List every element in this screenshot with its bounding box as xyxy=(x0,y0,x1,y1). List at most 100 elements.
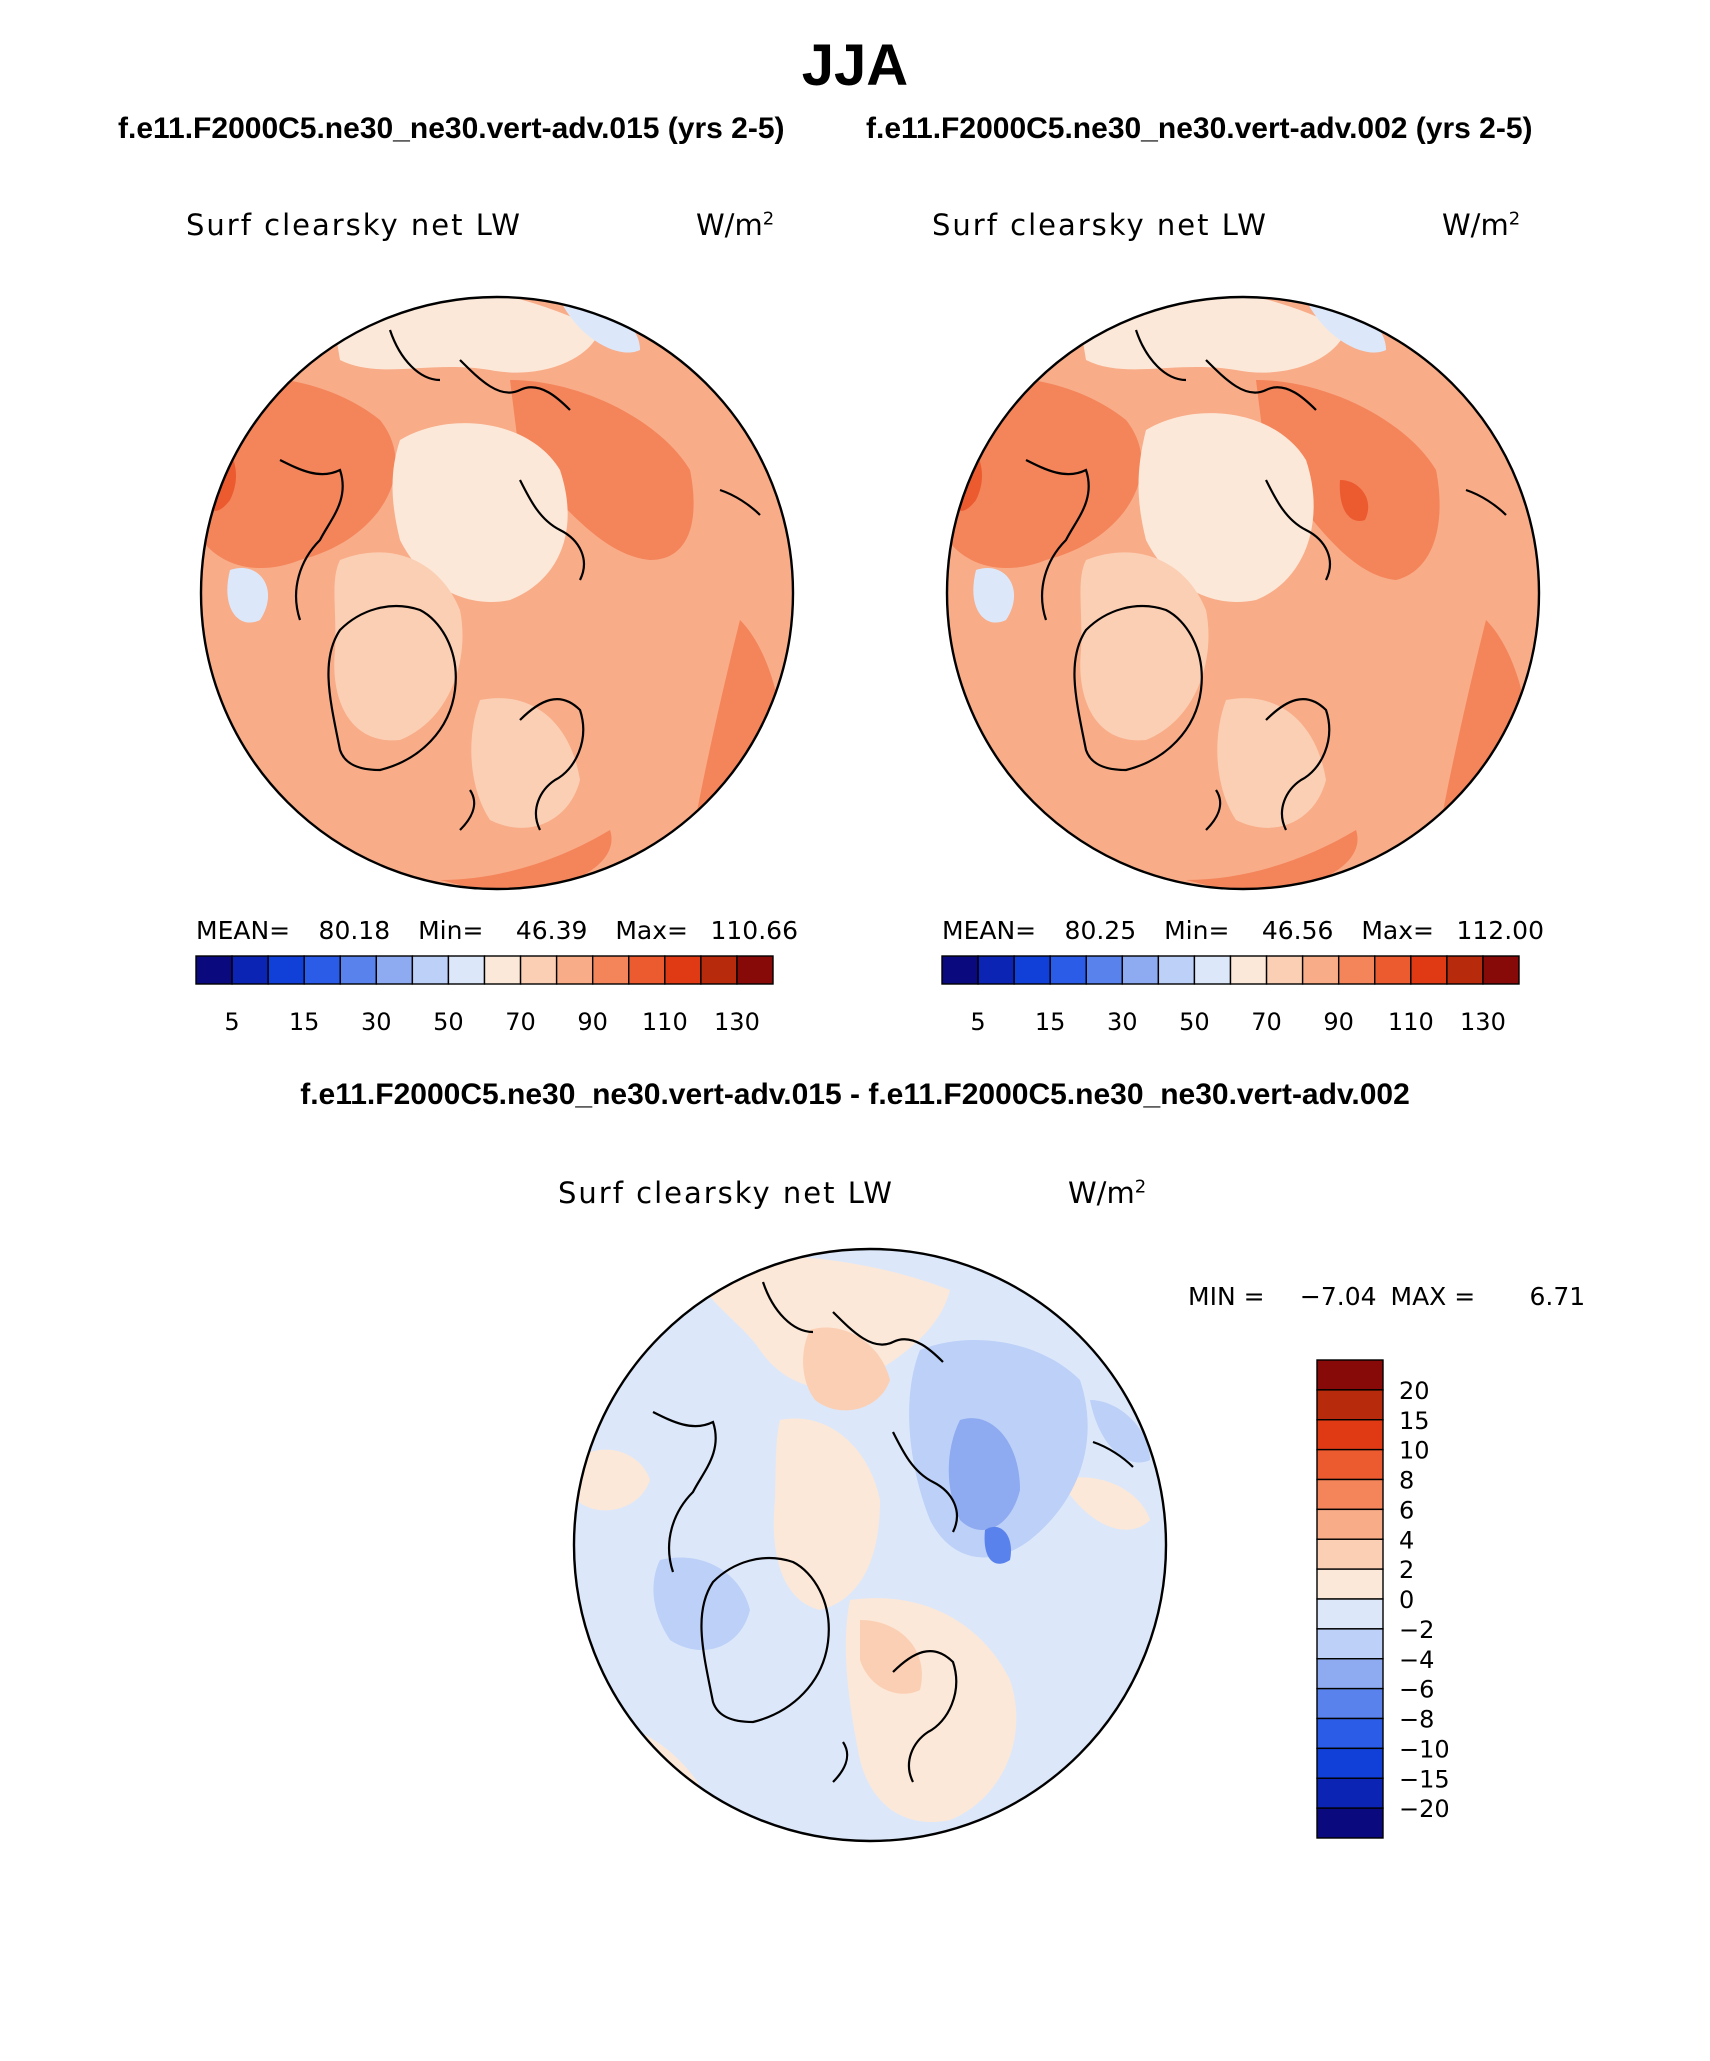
colorbar-tick-label: 5 xyxy=(224,1008,239,1036)
colorbar-tick-label: 50 xyxy=(1179,1008,1210,1036)
map-panel-2 xyxy=(947,297,1539,889)
map1-novaya-zemlya xyxy=(519,479,585,581)
colorbar-swatch xyxy=(1265,955,1304,985)
colorbar-swatch xyxy=(195,955,233,985)
map3-neg-east-deeper xyxy=(948,1418,1020,1530)
colorbar-tick-label: −2 xyxy=(1399,1616,1434,1644)
map3-novaya-zemlya xyxy=(892,1431,958,1533)
map1-scandinavia xyxy=(519,698,585,831)
map2-siberia-coast xyxy=(1134,329,1317,411)
map3-arctic-archipelago xyxy=(652,1411,717,1573)
map2-arctic-pale xyxy=(1138,413,1314,602)
colorbar-swatch xyxy=(1193,955,1232,985)
map2-kamchatka-island xyxy=(1465,488,1507,516)
colorbar-swatch xyxy=(1316,1628,1384,1660)
panel3-stats: MIN = −7.04 MAX = 6.71 xyxy=(1188,1282,1586,1311)
colorbar-tick-label: 70 xyxy=(1251,1008,1282,1036)
map1-east-high xyxy=(510,380,694,560)
colorbar-swatch xyxy=(1337,955,1376,985)
colorbar-swatch xyxy=(1316,1359,1384,1391)
colorbar-tick-label: 90 xyxy=(1323,1008,1354,1036)
map2-east-core xyxy=(1339,480,1369,521)
colorbar-swatch xyxy=(1316,1777,1384,1809)
colorbar-tick-label: 130 xyxy=(714,1008,760,1036)
colorbar-tick-label: 0 xyxy=(1399,1586,1414,1614)
panel1-stats: MEAN= 80.18 Min= 46.39 Max= 110.66 xyxy=(196,916,798,945)
map2-border xyxy=(945,295,1541,891)
colorbar-tick-label: 10 xyxy=(1399,1437,1430,1465)
colorbar-swatch xyxy=(267,955,305,985)
map3-kamchatka-island xyxy=(1092,1440,1134,1468)
map2-blue-corner xyxy=(1306,300,1386,353)
colorbar-tick-label: 110 xyxy=(1388,1008,1434,1036)
page-title: JJA xyxy=(801,33,909,98)
map3-pos-north-core xyxy=(803,1327,890,1411)
map1-greenland-mid xyxy=(334,552,463,741)
map-panel-difference xyxy=(574,1249,1166,1841)
map1-blue-patch xyxy=(227,568,269,623)
map2-coastlines xyxy=(1025,329,1507,831)
right-run-title: f.e11.F2000C5.ne30_ne30.vert-adv.002 (yr… xyxy=(866,112,1533,145)
map2-greenland-outline xyxy=(1073,605,1203,772)
colorbar-swatch xyxy=(411,955,450,985)
colorbar-tick-label: 20 xyxy=(1399,1377,1430,1405)
colorbar-swatch xyxy=(1316,1807,1384,1839)
colorbar-swatch xyxy=(1316,1508,1384,1540)
colorbar-swatch xyxy=(1482,955,1520,985)
map2-uk-outline xyxy=(1205,789,1222,831)
colorbar-tick-label: −10 xyxy=(1399,1735,1450,1763)
left-run-title: f.e11.F2000C5.ne30_ne30.vert-adv.015 (yr… xyxy=(118,112,785,145)
colorbar-swatch xyxy=(231,955,269,985)
colorbar-swatch xyxy=(483,955,522,985)
map2-blue-patch xyxy=(973,568,1015,623)
map3-pos-north xyxy=(690,1255,950,1389)
colorbar-tick-label: 15 xyxy=(1399,1407,1430,1435)
colorbar-swatch xyxy=(664,955,702,985)
colorbar-swatch xyxy=(1301,955,1340,985)
colorbar-tick-label: 15 xyxy=(1035,1008,1066,1036)
difference-title: f.e11.F2000C5.ne30_ne30.vert-adv.015 - f… xyxy=(300,1078,1410,1111)
map2-south-edge xyxy=(1186,830,1358,889)
panel2-variable-label: Surf clearsky net LW xyxy=(932,208,1268,242)
colorbar-swatch xyxy=(519,955,558,985)
map3-pos-west xyxy=(576,1449,650,1511)
colorbar-swatch xyxy=(1049,955,1087,985)
colorbar-swatch xyxy=(303,955,341,985)
map3-uk-outline xyxy=(832,1741,849,1783)
map3-neg-farEast xyxy=(1090,1400,1150,1463)
map3-neg-east-core xyxy=(984,1526,1011,1564)
colorbar-tick-label: 8 xyxy=(1399,1467,1414,1495)
colorbar-swatch xyxy=(1316,1598,1384,1630)
map2-east-high xyxy=(1256,380,1440,580)
colorbar-tick-label: −8 xyxy=(1399,1706,1434,1734)
map1-south-edge xyxy=(440,830,612,889)
colorbar-swatch xyxy=(736,955,774,985)
colorbar-swatch xyxy=(1316,1538,1384,1570)
colorbar-tick-label: 90 xyxy=(577,1008,608,1036)
colorbar-swatch xyxy=(1316,1448,1384,1481)
map3-coastlines xyxy=(652,1281,1134,1783)
colorbar-swatch xyxy=(1229,955,1268,985)
colorbar-swatch xyxy=(375,955,414,985)
colorbar-tick-label: −4 xyxy=(1399,1646,1434,1674)
colorbar-swatch xyxy=(1316,1658,1384,1690)
colorbar-tick-label: 2 xyxy=(1399,1556,1414,1584)
colorbar-swatch xyxy=(591,955,630,985)
colorbar-swatch xyxy=(1013,955,1051,985)
colorbar-tick-label: 50 xyxy=(433,1008,464,1036)
colorbar-tick-label: 30 xyxy=(1107,1008,1138,1036)
panel2-units: W/m2 xyxy=(1442,208,1521,242)
map1-blue-corner xyxy=(560,300,640,353)
colorbar-swatch xyxy=(700,955,738,985)
colorbar-swatch xyxy=(1316,1747,1384,1779)
map2-greenland-mid xyxy=(1080,552,1209,741)
map1-greenland-outline xyxy=(327,605,457,772)
colorbar-swatch xyxy=(1410,955,1448,985)
colorbar-swatch xyxy=(1085,955,1124,985)
colorbar-tick-label: 110 xyxy=(642,1008,688,1036)
colorbar-1: 5 15 30 50 70 90 110 130 xyxy=(195,955,774,1036)
colorbar-swatch xyxy=(1157,955,1196,985)
panel1-variable-label: Surf clearsky net LW xyxy=(186,208,522,242)
colorbar-tick-label: 30 xyxy=(361,1008,392,1036)
